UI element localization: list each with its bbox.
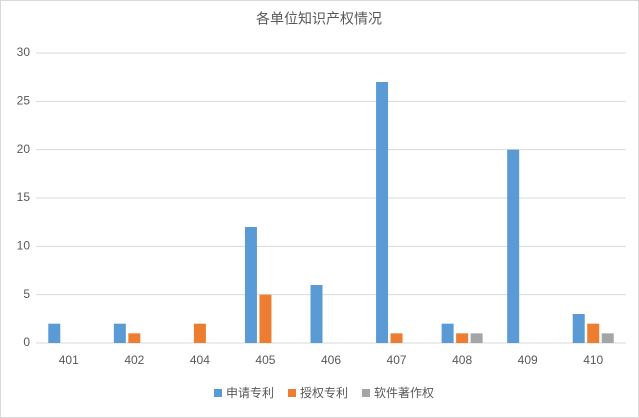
y-tick-label: 5	[23, 287, 30, 301]
x-tick-label: 405	[255, 353, 275, 367]
bar	[244, 227, 257, 343]
x-tick-label: 408	[452, 353, 472, 367]
bar	[441, 323, 454, 343]
legend-swatch	[362, 389, 370, 397]
x-tick-label: 409	[518, 353, 538, 367]
legend-swatch	[214, 389, 222, 397]
y-tick-label: 15	[17, 190, 31, 204]
bar	[601, 333, 614, 343]
x-tick-label: 406	[321, 353, 341, 367]
y-tick-label: 30	[17, 45, 31, 59]
bar	[572, 314, 585, 343]
x-tick-label: 410	[583, 353, 603, 367]
bar	[507, 149, 520, 343]
legend-swatch	[288, 389, 296, 397]
chart-title: 各单位知识产权情况	[256, 11, 382, 27]
legend-label: 申请专利	[226, 385, 274, 400]
x-tick-label: 407	[387, 353, 407, 367]
bar	[310, 285, 323, 343]
bar	[128, 333, 141, 343]
legend-label: 软件著作权	[374, 386, 434, 400]
bar	[587, 323, 600, 343]
bar	[470, 333, 483, 343]
y-tick-label: 20	[17, 142, 31, 156]
x-tick-label: 404	[190, 353, 210, 367]
bar	[390, 333, 403, 343]
legend-label: 授权专利	[300, 385, 348, 400]
x-tick-label: 401	[59, 353, 79, 367]
bar	[193, 323, 206, 343]
x-tick-label: 402	[124, 353, 144, 367]
bar	[376, 82, 389, 343]
bar	[456, 333, 469, 343]
bar	[113, 323, 126, 343]
y-tick-label: 10	[17, 239, 31, 253]
bar	[259, 294, 272, 343]
y-tick-label: 25	[17, 94, 31, 108]
y-tick-label: 0	[23, 335, 30, 349]
bar	[48, 323, 61, 343]
